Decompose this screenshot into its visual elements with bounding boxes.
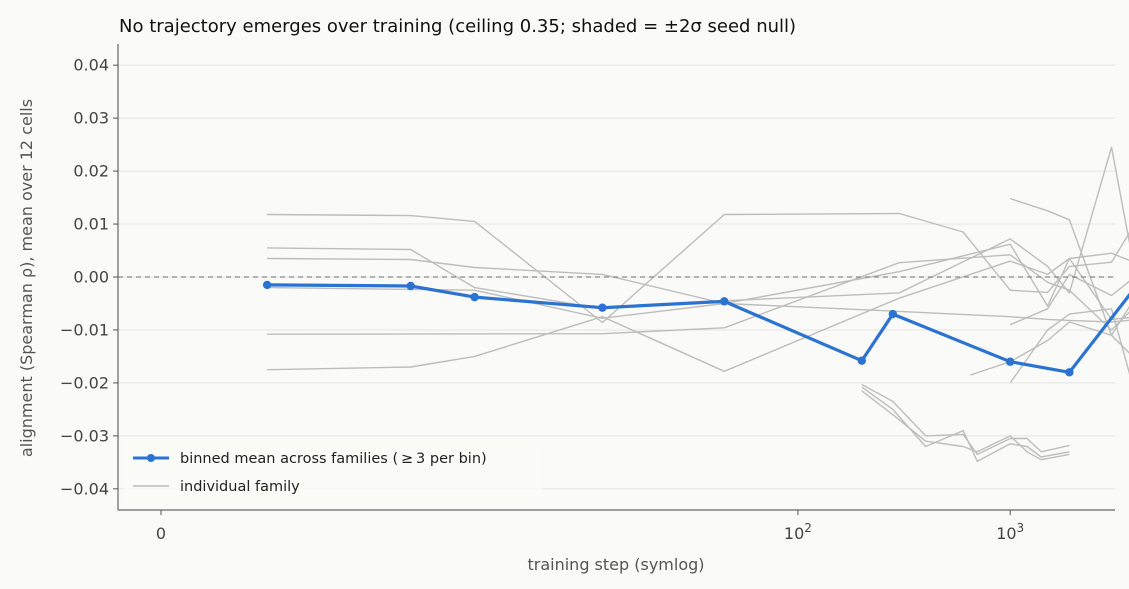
y-tick-label: −0.03 xyxy=(60,426,109,445)
tick-layer: 0.04 0.03 0.02 0.01 0.00 −0.01 −0.02 −0.03 −0.04… xyxy=(60,56,1024,543)
mean-series-point xyxy=(598,303,607,312)
family-series-line xyxy=(267,254,1129,335)
mean-series-point xyxy=(857,356,867,365)
family-series-line xyxy=(861,383,1070,456)
x-tick-label: 102 xyxy=(784,521,812,543)
x-tick-label: 103 xyxy=(996,521,1024,543)
x-axis-label: training step (symlog) xyxy=(527,555,704,574)
family-series-layer xyxy=(267,146,1129,462)
mean-series-point xyxy=(888,309,898,319)
family-series-line xyxy=(1009,273,1129,326)
y-tick-label: 0.03 xyxy=(73,109,109,128)
mean-series-point xyxy=(406,281,415,291)
y-tick-label: 0.04 xyxy=(73,56,109,75)
y-axis-label: alignment (Spearman ρ), mean over 12 cel… xyxy=(17,99,36,457)
mean-series-line xyxy=(267,283,1129,374)
family-series-line xyxy=(267,286,1129,323)
mean-series-point xyxy=(1065,368,1074,377)
x-tick-label: 0 xyxy=(156,524,166,543)
y-tick-label: −0.04 xyxy=(60,479,109,498)
legend-box xyxy=(124,443,542,501)
chart-title: No trajectory emerges over training (cei… xyxy=(119,16,796,37)
family-series-line xyxy=(1009,197,1129,336)
family-series-line xyxy=(1009,308,1129,384)
mean-series-layer xyxy=(262,280,1129,377)
family-series-line xyxy=(267,146,1129,310)
family-series-line xyxy=(861,390,1070,461)
family-series-line xyxy=(970,321,1129,376)
family-series-line xyxy=(861,386,1070,462)
mean-series-point xyxy=(1006,357,1015,366)
family-series-line xyxy=(267,252,1129,372)
y-tick-label: 0.01 xyxy=(73,215,109,234)
legend: binned mean across families ( ≥ 3 per bi… xyxy=(124,443,542,501)
legend-family-label: individual family xyxy=(180,479,300,495)
family-series-line xyxy=(267,212,1129,324)
y-tick-label: −0.01 xyxy=(60,320,109,339)
mean-series-point xyxy=(262,280,272,290)
legend-mean-label: binned mean across families ( ≥ 3 per bi… xyxy=(180,451,487,467)
y-tick-label: 0.00 xyxy=(73,268,109,287)
y-tick-label: −0.02 xyxy=(60,373,109,392)
family-series-line xyxy=(267,243,1129,321)
y-tick-label: 0.02 xyxy=(73,162,109,181)
mean-series-point xyxy=(470,292,479,302)
legend-mean-marker xyxy=(147,454,155,462)
mean-series-point xyxy=(720,297,729,306)
